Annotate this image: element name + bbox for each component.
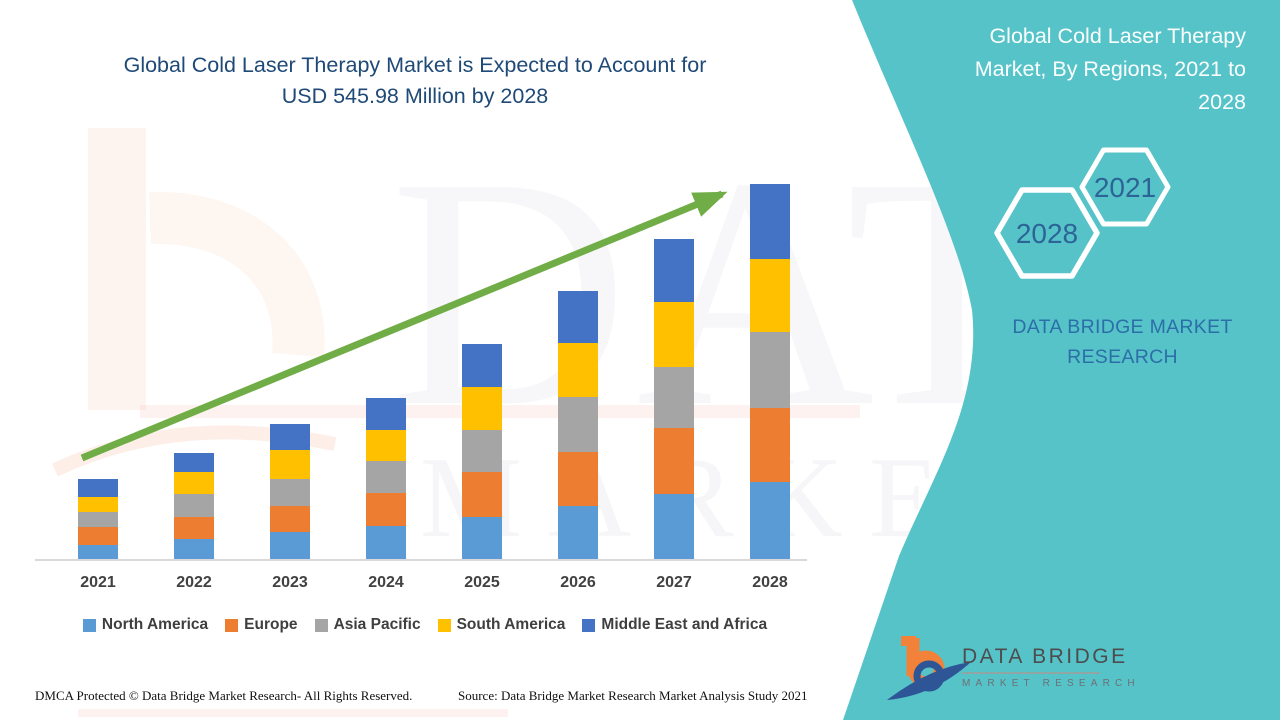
bar-segment-2025-europe bbox=[462, 472, 502, 517]
side-panel-title-line3: 2028 bbox=[1198, 90, 1246, 114]
hexagon-2021-year: 2021 bbox=[1094, 172, 1156, 203]
bar-segment-2024-north-america bbox=[366, 525, 406, 560]
logo-subname: MARKET RESEARCH bbox=[962, 678, 1140, 689]
legend-label: Asia Pacific bbox=[333, 616, 421, 633]
trend-arrow bbox=[80, 190, 728, 462]
stacked-bar-plot: 2021 2022 2023 2024 2025 2026 2027 2028 bbox=[78, 183, 790, 591]
bar-segment-2023-middle-east-and-africa bbox=[270, 424, 310, 450]
bar-segment-2023-south-america bbox=[270, 449, 310, 479]
legend-label: Middle East and Africa bbox=[601, 616, 768, 633]
bar-segment-2025-middle-east-and-africa bbox=[462, 344, 502, 387]
legend-swatch bbox=[437, 618, 451, 632]
hexagon-2028 bbox=[994, 187, 1100, 279]
bar-segment-2025-asia-pacific bbox=[462, 429, 502, 473]
legend-item-south-america: South America bbox=[437, 616, 566, 634]
bar-segment-2021-north-america bbox=[78, 544, 118, 560]
bar-segment-2026-north-america bbox=[558, 505, 598, 560]
bar-segment-2024-south-america bbox=[366, 430, 406, 462]
x-axis-label-2023: 2023 bbox=[272, 574, 308, 591]
bar-segment-2027-asia-pacific bbox=[654, 366, 694, 429]
bar-segment-2024-europe bbox=[366, 493, 406, 526]
hexagon-2021 bbox=[1079, 147, 1171, 227]
logo-name: DATA BRIDGE bbox=[962, 645, 1128, 668]
bar-segment-2022-south-america bbox=[174, 472, 214, 495]
legend-item-middle-east-and-africa: Middle East and Africa bbox=[582, 616, 767, 634]
logo-underline bbox=[962, 672, 1100, 674]
x-axis-label-2026: 2026 bbox=[560, 574, 596, 591]
bar-segment-2027-europe bbox=[654, 428, 694, 494]
legend-item-north-america: North America bbox=[82, 616, 209, 634]
bar-segment-2027-middle-east-and-africa bbox=[654, 238, 694, 303]
legend-item-asia-pacific: Asia Pacific bbox=[314, 616, 421, 634]
bar-segment-2021-asia-pacific bbox=[78, 511, 118, 527]
side-panel-title: Global Cold Laser Therapy Market, By Reg… bbox=[916, 20, 1246, 119]
side-panel-title-line2: Market, By Regions, 2021 to bbox=[974, 57, 1246, 81]
x-axis-label-2027: 2027 bbox=[656, 574, 692, 591]
side-panel-title-line1: Global Cold Laser Therapy bbox=[989, 24, 1246, 48]
legend-swatch bbox=[225, 618, 239, 632]
chart-title: Global Cold Laser Therapy Market is Expe… bbox=[30, 50, 800, 112]
side-panel-background bbox=[843, 0, 1280, 720]
bar-segment-2022-north-america bbox=[174, 538, 214, 560]
chart-legend: North America Europe Asia Pacific South Ame… bbox=[30, 616, 820, 634]
bar-segment-2028-north-america bbox=[750, 482, 790, 560]
bar-segment-2027-north-america bbox=[654, 493, 694, 560]
bar-segment-2028-south-america bbox=[750, 258, 790, 333]
x-axis-line bbox=[35, 559, 807, 561]
x-axis-label-2024: 2024 bbox=[368, 574, 404, 591]
legend-label: South America bbox=[456, 616, 566, 633]
bar-segment-2025-north-america bbox=[462, 516, 502, 560]
hexagon-2028-year: 2028 bbox=[1016, 218, 1078, 249]
dmca-notice: DMCA Protected © Data Bridge Market Rese… bbox=[35, 688, 413, 703]
legend-swatch bbox=[82, 618, 96, 632]
legend-swatch bbox=[314, 618, 328, 632]
databridge-logo-icon bbox=[887, 636, 971, 700]
bar-segment-2023-north-america bbox=[270, 532, 310, 560]
brand-wordmark-line1: DATA BRIDGE MARKET bbox=[1012, 316, 1233, 338]
source-citation: Source: Data Bridge Market Research Mark… bbox=[458, 688, 808, 703]
x-axis-label-2025: 2025 bbox=[464, 574, 500, 591]
databridge-logo-text: DATA BRIDGE MARKET RESEARCH bbox=[962, 645, 1140, 689]
bar-segment-2022-middle-east-and-africa bbox=[174, 453, 214, 473]
chart-title-line1: Global Cold Laser Therapy Market is Expe… bbox=[123, 53, 707, 77]
x-axis-label-2021: 2021 bbox=[80, 574, 116, 591]
bar-segment-2027-south-america bbox=[654, 302, 694, 367]
watermark-band bbox=[78, 709, 508, 717]
legend-item-europe: Europe bbox=[225, 616, 298, 634]
x-axis-label-2028: 2028 bbox=[752, 574, 788, 591]
bar-segment-2028-europe bbox=[750, 408, 790, 483]
bar-segment-2026-south-america bbox=[558, 343, 598, 398]
bar-segment-2021-europe bbox=[78, 526, 118, 545]
bar-segment-2026-asia-pacific bbox=[558, 397, 598, 453]
bar-segment-2026-europe bbox=[558, 452, 598, 506]
bar-segment-2024-asia-pacific bbox=[366, 461, 406, 494]
brand-wordmark-line2: RESEARCH bbox=[1067, 346, 1178, 368]
bar-segment-2028-asia-pacific bbox=[750, 332, 790, 409]
bar-segment-2026-middle-east-and-africa bbox=[558, 291, 598, 344]
bar-segment-2021-south-america bbox=[78, 496, 118, 512]
brand-wordmark: DATA BRIDGE MARKET RESEARCH bbox=[980, 312, 1265, 372]
bar-segment-2022-europe bbox=[174, 516, 214, 539]
bar-segment-2022-asia-pacific bbox=[174, 494, 214, 517]
bar-segment-2025-south-america bbox=[462, 386, 502, 430]
x-axis-label-2022: 2022 bbox=[176, 574, 212, 591]
bar-segment-2023-europe bbox=[270, 505, 310, 533]
bar-segment-2028-middle-east-and-africa bbox=[750, 183, 790, 259]
legend-label: Europe bbox=[244, 616, 298, 633]
bar-segment-2021-middle-east-and-africa bbox=[78, 479, 118, 497]
legend-label: North America bbox=[101, 616, 209, 633]
bar-segment-2024-middle-east-and-africa bbox=[366, 397, 406, 431]
bar-segment-2023-asia-pacific bbox=[270, 478, 310, 506]
chart-title-line2: USD 545.98 Million by 2028 bbox=[281, 84, 549, 108]
legend-swatch bbox=[582, 618, 596, 632]
